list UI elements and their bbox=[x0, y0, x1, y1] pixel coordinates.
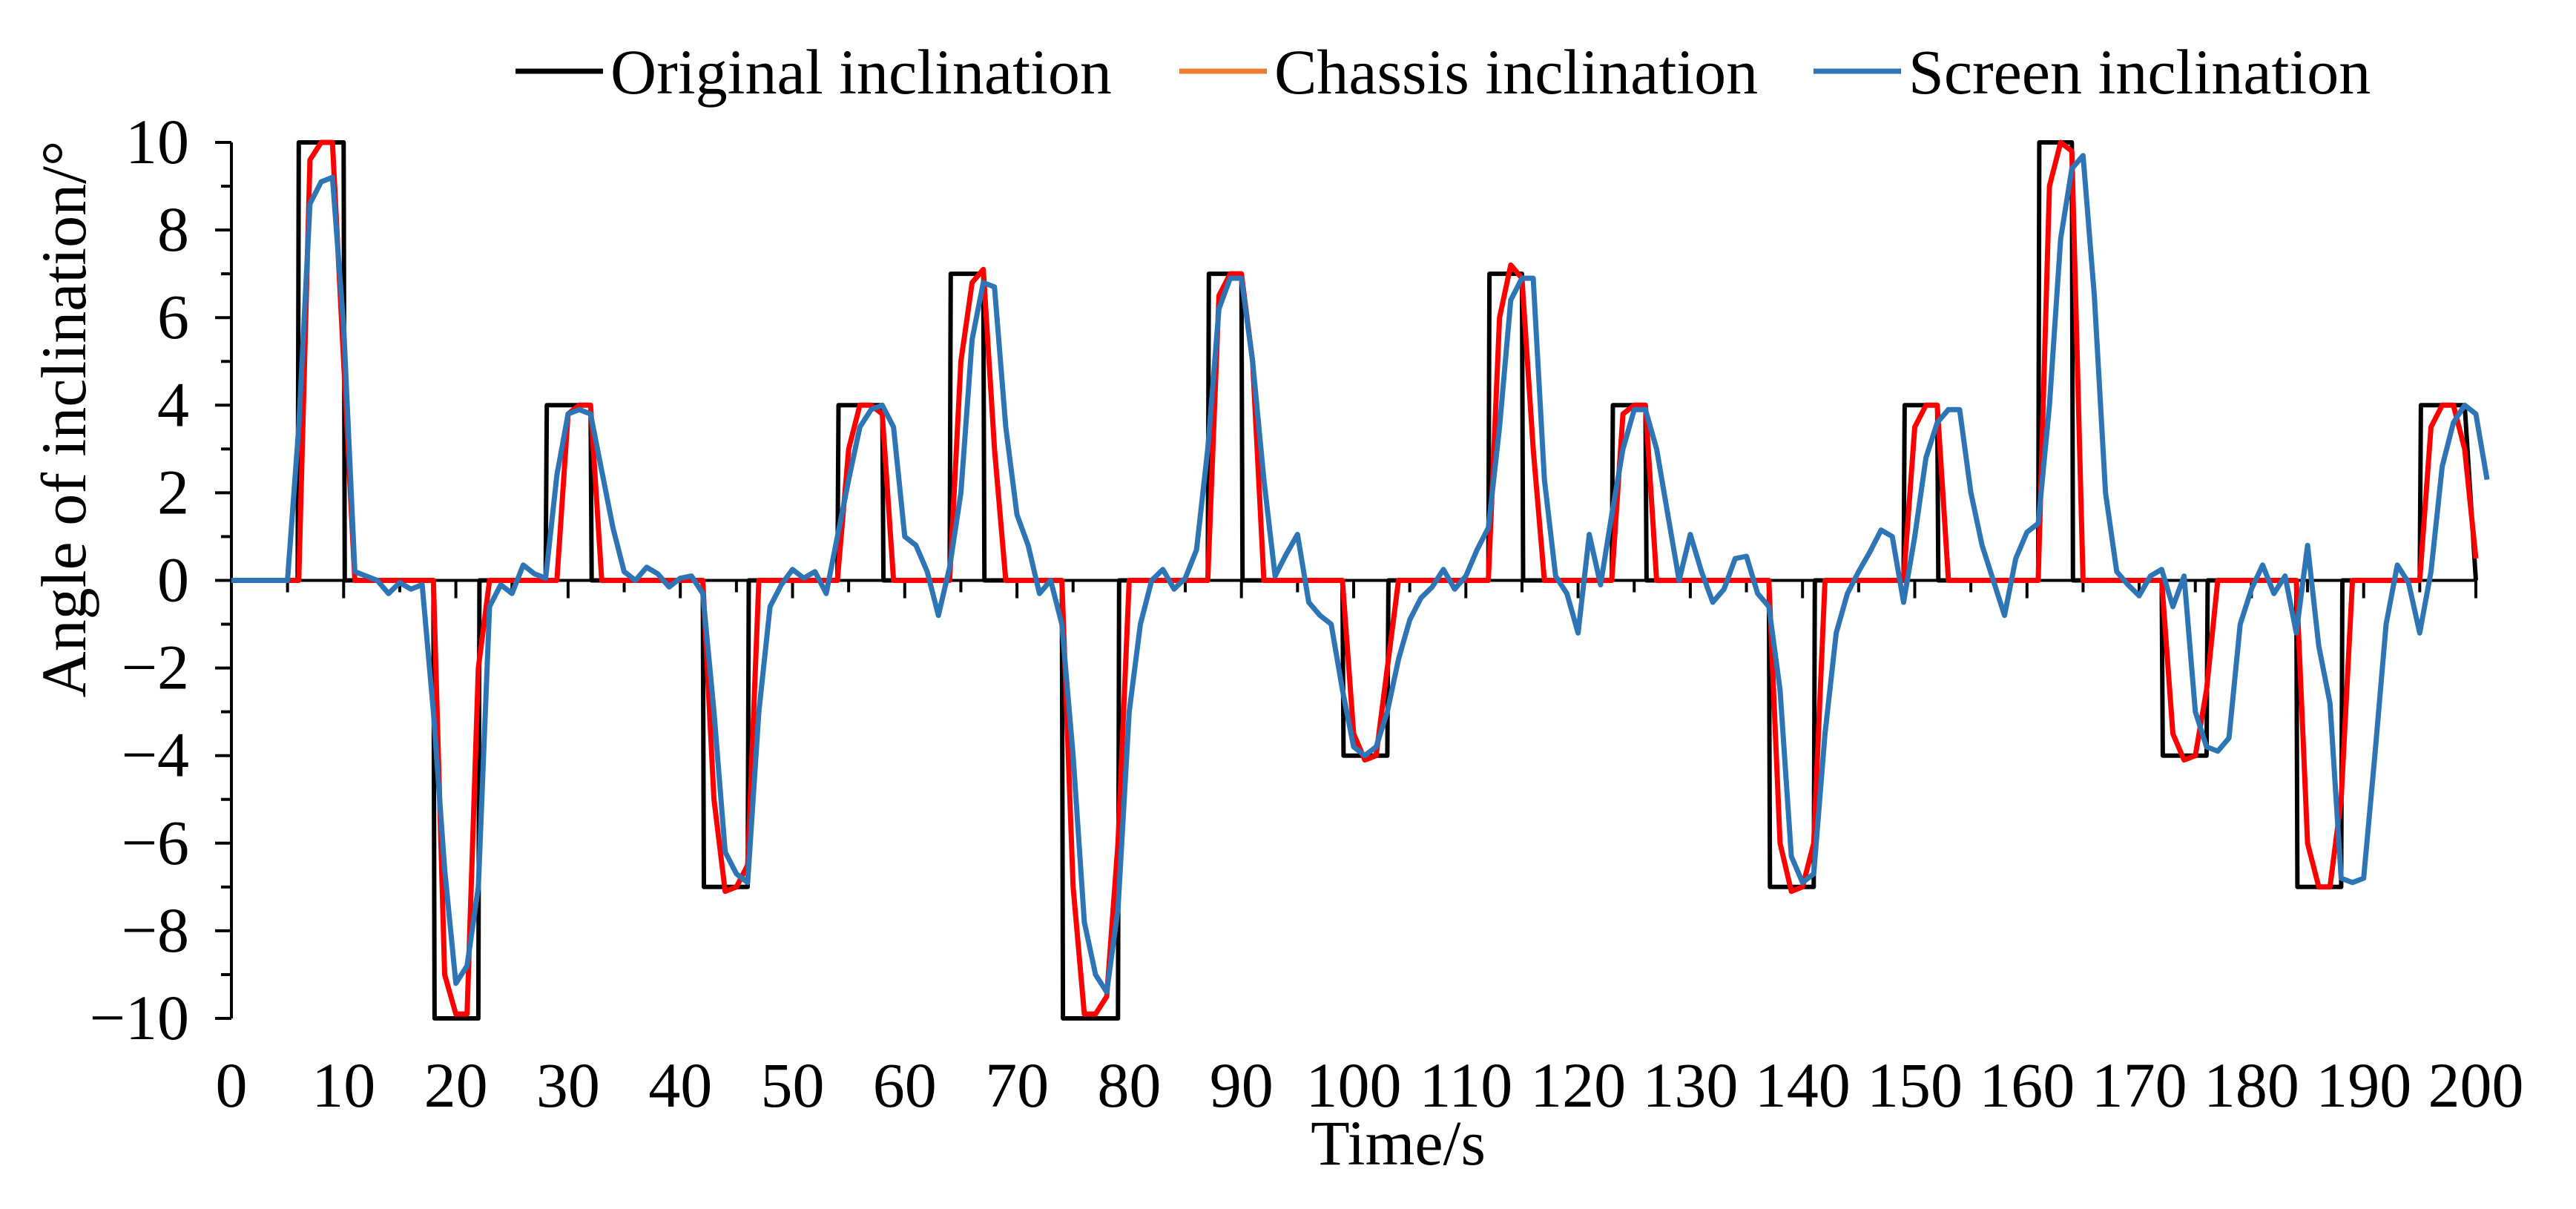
y-tick-label: 10 bbox=[125, 106, 189, 177]
y-axis-title: Angle of inclination/° bbox=[28, 141, 99, 698]
x-tick-label: 160 bbox=[1979, 1050, 2075, 1121]
y-tick-label: −4 bbox=[121, 719, 189, 791]
x-tick-label: 20 bbox=[424, 1050, 488, 1121]
y-tick-label: 8 bbox=[157, 194, 189, 265]
x-tick-label: 80 bbox=[1097, 1050, 1161, 1121]
y-tick-label: −8 bbox=[121, 895, 189, 966]
x-tick-label: 200 bbox=[2428, 1050, 2524, 1121]
x-tick-label: 130 bbox=[1642, 1050, 1738, 1121]
x-axis-title: Time/s bbox=[1311, 1107, 1486, 1179]
legend-label: Original inclination bbox=[610, 36, 1112, 108]
legend-label: Chassis inclination bbox=[1274, 36, 1758, 108]
series-line-2 bbox=[231, 139, 2479, 1017]
x-tick-label: 150 bbox=[1867, 1050, 1963, 1121]
legend: Original inclination Chassis inclination S… bbox=[515, 36, 2371, 108]
y-tick-label: −10 bbox=[89, 982, 189, 1053]
x-tick-label: 180 bbox=[2204, 1050, 2299, 1121]
plot-lines bbox=[231, 139, 2490, 1021]
y-tick-label: 2 bbox=[157, 456, 189, 527]
x-tick-label: 120 bbox=[1530, 1050, 1626, 1121]
y-tick-label: −6 bbox=[121, 807, 189, 878]
x-tick-label: 40 bbox=[648, 1050, 712, 1121]
x-tick-label: 30 bbox=[536, 1050, 600, 1121]
x-tick-label: 170 bbox=[2092, 1050, 2187, 1121]
x-tick-label: 0 bbox=[216, 1050, 248, 1121]
y-tick-label: 6 bbox=[157, 281, 189, 352]
x-tick-label: 100 bbox=[1306, 1050, 1402, 1121]
y-tick-label: 0 bbox=[157, 544, 189, 616]
x-tick-label: 110 bbox=[1419, 1050, 1512, 1121]
x-tick-label: 10 bbox=[312, 1050, 375, 1121]
x-tick-label: 70 bbox=[985, 1050, 1049, 1121]
x-tick-label: 140 bbox=[1755, 1050, 1851, 1121]
y-tick-label: −2 bbox=[121, 632, 189, 703]
x-tick-label: 190 bbox=[2316, 1050, 2411, 1121]
legend-label: Screen inclination bbox=[1908, 36, 2371, 108]
y-tick-label: 4 bbox=[157, 369, 189, 440]
x-tick-label: 60 bbox=[873, 1050, 937, 1121]
series-line-3 bbox=[231, 153, 2490, 995]
x-tick-label: 90 bbox=[1210, 1050, 1274, 1121]
x-tick-label: 50 bbox=[761, 1050, 825, 1121]
